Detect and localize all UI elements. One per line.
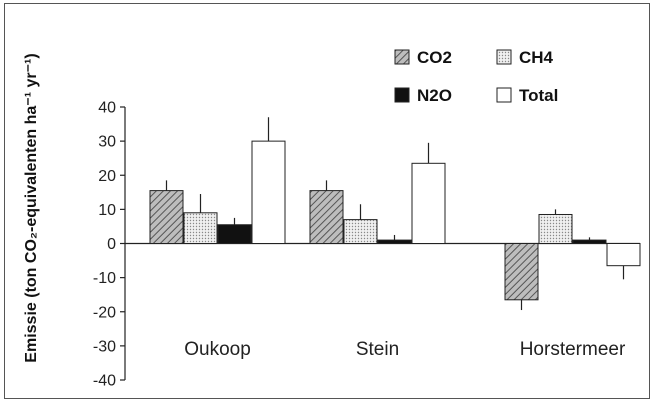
category-label-oukoop: Oukoop — [184, 339, 251, 360]
legend-label-ch4: CH4 — [519, 48, 554, 67]
y-tick-label: -40 — [93, 373, 116, 390]
bar-total-stein — [411, 162, 446, 244]
y-tick-label: 0 — [107, 236, 116, 253]
legend-label-co2: CO2 — [417, 48, 452, 67]
legend-swatch-ch4 — [496, 49, 512, 65]
legend-swatch-total — [496, 87, 512, 103]
legend-swatch-n2o — [394, 87, 410, 103]
category-label-stein: Stein — [356, 339, 399, 360]
bar-ch4-stein — [343, 219, 378, 245]
bar-co2-oukoop — [149, 190, 184, 244]
y-tick-label: 30 — [98, 134, 116, 151]
bar-ch4-horstermeer — [538, 213, 573, 244]
legend-swatch-co2 — [394, 49, 410, 65]
y-tick-label: -20 — [93, 304, 116, 321]
bar-ch4-oukoop — [183, 212, 218, 245]
bar-co2-stein — [309, 190, 344, 244]
category-label-horstermeer: Horstermeer — [520, 339, 626, 360]
legend-label-total: Total — [519, 86, 558, 105]
bar-total-horstermeer — [606, 243, 641, 267]
y-axis-label: Emissie (ton CO₂-equivalenten ha⁻¹ yr⁻¹) — [23, 53, 40, 362]
bar-n2o-oukoop — [217, 224, 252, 244]
bar-n2o-horstermeer — [572, 239, 607, 244]
y-tick-label: -10 — [93, 270, 116, 287]
legend-label-n2o: N2O — [417, 86, 452, 105]
y-tick-label: -30 — [93, 338, 116, 355]
y-tick-label: 40 — [98, 100, 116, 117]
y-tick-label: 20 — [98, 168, 116, 185]
bar-total-oukoop — [251, 140, 286, 244]
bar-n2o-stein — [377, 239, 412, 244]
y-tick-label: 10 — [98, 202, 116, 219]
bar-co2-horstermeer — [504, 243, 539, 301]
